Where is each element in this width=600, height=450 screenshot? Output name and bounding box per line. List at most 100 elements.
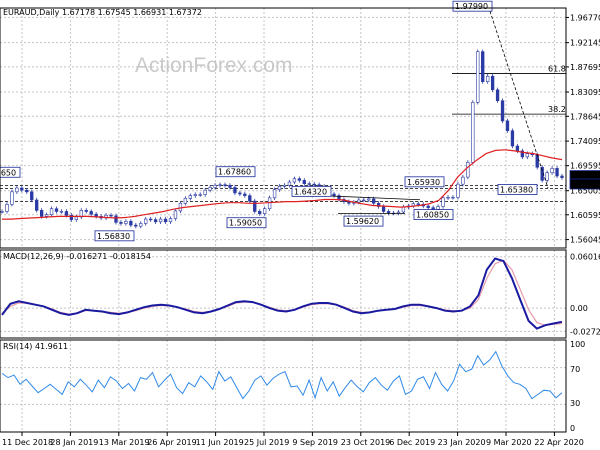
candle-body: [44, 214, 49, 217]
candle-body: [203, 189, 207, 195]
x-tick-label: 11 Dec 2018: [2, 438, 53, 447]
price-label: 1.65930: [407, 178, 440, 187]
candle-body: [267, 197, 272, 210]
price-ytick-label: 1.69595: [570, 162, 600, 171]
price-label: 1.65380: [500, 185, 533, 194]
trendline: [489, 11, 549, 189]
price-y-ticks: 1.96770 1.92145 1.87695 1.83095 1.78645 1.740…: [566, 13, 600, 245]
price-ytick-label: 1.78645: [570, 112, 600, 121]
price-label-box: [343, 215, 384, 227]
candle-body: [550, 168, 554, 174]
candle-body: [168, 218, 173, 223]
candle-body: [560, 175, 564, 178]
candle-body: [272, 189, 277, 199]
price-ytick-label: 1.65005: [570, 187, 600, 196]
rsi-ytick-label: 70: [570, 365, 580, 374]
x-tick-label: 13 Mar 2019: [99, 438, 150, 447]
price-label-box: [569, 178, 600, 190]
price-label: 1.67372: [572, 172, 600, 181]
price-label-box: [215, 166, 256, 178]
candle-body: [520, 150, 525, 158]
candle-body: [134, 224, 138, 227]
price-ytick-label: 1.87695: [570, 63, 600, 72]
price-label: 1.67650: [0, 168, 16, 177]
price-label-box: [404, 176, 445, 188]
macd-y-ticks: 0.060165 0.00 -0.02725: [570, 253, 600, 337]
signal-line: [1, 259, 563, 326]
candle-body: [124, 220, 128, 224]
candle-body: [198, 194, 202, 196]
rsi-grid: [0, 340, 566, 432]
candle-body: [213, 184, 217, 188]
candle-body: [233, 187, 237, 194]
price-label: 1.64320: [294, 187, 327, 196]
candle-body: [510, 130, 515, 147]
candle-body: [253, 200, 257, 212]
candle-body: [297, 178, 302, 181]
fib-label: 61.8: [548, 64, 566, 73]
rsi-ytick-label: 30: [570, 399, 580, 408]
candle-body: [282, 184, 287, 187]
candle-body: [500, 100, 505, 122]
price-label: 1.97990: [455, 2, 488, 11]
candle-body: [287, 181, 292, 186]
price-label-box: [291, 185, 332, 197]
candle-body: [238, 192, 242, 195]
price-ytick-label: 1.92145: [570, 39, 600, 48]
candle-body: [5, 204, 9, 212]
rsi-panel-frame: [0, 339, 567, 433]
price-label: 1.59050: [229, 219, 262, 228]
candle-body: [183, 198, 188, 204]
candle-body: [84, 210, 88, 212]
candle-body: [362, 199, 366, 202]
price-label: 1.56830: [97, 232, 130, 241]
price-label: 1.60850: [416, 211, 449, 220]
price-ytick-label: 1.83095: [570, 88, 600, 97]
candle-body: [535, 154, 539, 168]
candle-body: [74, 216, 79, 220]
candle-body: [307, 183, 311, 185]
rsi-ytick-label: 100: [570, 340, 585, 349]
candle-body: [461, 176, 465, 185]
candle-body: [277, 186, 282, 190]
candle-body: [262, 208, 267, 214]
candle-body: [292, 178, 297, 183]
candle-body: [495, 89, 500, 102]
price-ytick-label: 1.74095: [570, 137, 600, 146]
candle-body: [332, 193, 336, 196]
candle-body: [471, 102, 475, 163]
x-tick-label: 23 Oct 2019: [341, 438, 390, 447]
candle-body: [481, 51, 485, 82]
macd-ytick-label: 0.00: [570, 304, 588, 313]
candle-body: [94, 213, 98, 217]
price-panel: ActionForex.com 61.8 38.2 1.97990 1.67860 1.…: [0, 0, 600, 249]
candle-body: [466, 162, 470, 178]
candle-body: [258, 211, 262, 214]
candle-body: [178, 202, 183, 212]
candle-body: [69, 214, 74, 220]
candle-body: [372, 198, 376, 204]
candle-body: [426, 205, 430, 208]
candle-body: [30, 191, 34, 201]
ema-line: [2, 149, 563, 220]
candle-body: [302, 180, 306, 184]
fib-label: 38.2: [548, 105, 566, 114]
macd-ytick-label: 0.060165: [570, 253, 600, 262]
candle-body: [441, 197, 445, 207]
candle-body: [431, 207, 435, 210]
price-label-box: [94, 230, 135, 242]
price-grid: [0, 8, 566, 248]
candle-body: [386, 211, 391, 214]
price-label: 1.67860: [218, 168, 251, 177]
x-tick-label: 28 Jan 2019: [50, 438, 98, 447]
macd-ytick-label: -0.02725: [570, 327, 600, 336]
candle-body: [49, 208, 54, 216]
rsi-line: [1, 350, 563, 400]
rsi-y-ticks: 100 70 30 0: [570, 340, 585, 433]
price-levels: [0, 73, 566, 203]
price-label-box: [497, 184, 538, 195]
candle-body: [188, 195, 192, 199]
macd-panel: MACD(12,26,9) -0.016271 -0.018154 0.0601…: [0, 249, 600, 339]
